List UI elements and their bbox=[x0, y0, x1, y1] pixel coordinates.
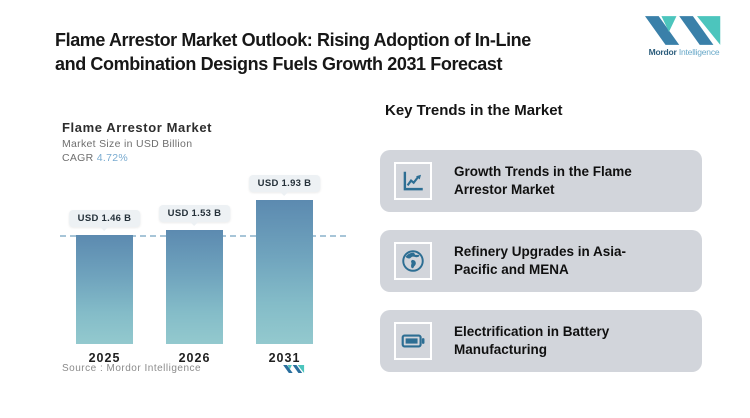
bar-category-label: 2025 bbox=[88, 351, 121, 365]
bar-category-label: 2031 bbox=[268, 351, 301, 365]
trend-icon-box bbox=[394, 242, 432, 280]
chart-source: Source : Mordor Intelligence bbox=[62, 363, 202, 374]
bar-value-label: USD 1.93 B bbox=[248, 175, 321, 196]
bar bbox=[166, 230, 223, 344]
bar-category-label: 2026 bbox=[178, 351, 211, 365]
brand-word-primary: Mordor bbox=[648, 47, 677, 57]
line-chart-icon bbox=[403, 171, 423, 191]
trend-icon-box bbox=[394, 322, 432, 360]
chart-title: Flame Arrestor Market bbox=[62, 120, 213, 135]
brand-logo: Mordor Intelligence bbox=[644, 16, 724, 57]
trend-card-growth: Growth Trends in the Flame Arrestor Mark… bbox=[380, 150, 702, 212]
cagr-label: CAGR bbox=[62, 152, 94, 164]
trend-card-text: Growth Trends in the Flame Arrestor Mark… bbox=[454, 163, 632, 197]
pill-pointer bbox=[100, 227, 109, 231]
page-title: Flame Arrestor Market Outlook: Rising Ad… bbox=[55, 28, 531, 77]
trend-card-text: Electrification in Battery Manufacturing bbox=[454, 323, 610, 357]
bar-value-label: USD 1.46 B bbox=[68, 210, 141, 231]
trend-cards: Growth Trends in the Flame Arrestor Mark… bbox=[380, 150, 702, 390]
chart-source-row: Source : Mordor Intelligence bbox=[62, 363, 305, 374]
bar bbox=[256, 200, 313, 344]
chart-cagr: CAGR 4.72% bbox=[62, 152, 128, 164]
mordor-intelligence-m-icon bbox=[645, 16, 721, 45]
pill-pointer bbox=[280, 192, 289, 196]
bar-group-2026: USD 1.53 B 2026 bbox=[158, 199, 231, 365]
bar-group-2025: USD 1.46 B 2025 bbox=[68, 199, 141, 365]
brand-word-secondary: Intelligence bbox=[678, 47, 720, 57]
battery-icon bbox=[401, 334, 425, 348]
trends-heading: Key Trends in the Market bbox=[385, 102, 563, 119]
pill-pointer bbox=[190, 222, 199, 226]
bar-group-2031: USD 1.93 B 2031 bbox=[248, 175, 321, 365]
trend-card-electrification: Electrification in Battery Manufacturing bbox=[380, 310, 702, 372]
trend-icon-box bbox=[394, 162, 432, 200]
bar-value-label: USD 1.53 B bbox=[158, 205, 231, 226]
cagr-value: 4.72% bbox=[96, 152, 129, 164]
chart-subtitle: Market Size in USD Billion bbox=[62, 138, 193, 150]
brand-wordmark: Mordor Intelligence bbox=[644, 47, 724, 57]
globe-icon bbox=[402, 250, 424, 272]
page-title-line1: Flame Arrestor Market Outlook: Rising Ad… bbox=[55, 30, 531, 50]
page-title-line2: and Combination Designs Fuels Growth 203… bbox=[55, 54, 503, 75]
trend-card-text: Refinery Upgrades in Asia-Pacific and ME… bbox=[454, 243, 627, 277]
bar bbox=[76, 235, 133, 344]
mordor-intelligence-mini-icon bbox=[283, 364, 305, 373]
bar-chart-plot: USD 1.46 B 2025 USD 1.53 B 2026 USD 1.93 B 20… bbox=[60, 175, 346, 365]
trend-card-refinery: Refinery Upgrades in Asia-Pacific and ME… bbox=[380, 230, 702, 292]
